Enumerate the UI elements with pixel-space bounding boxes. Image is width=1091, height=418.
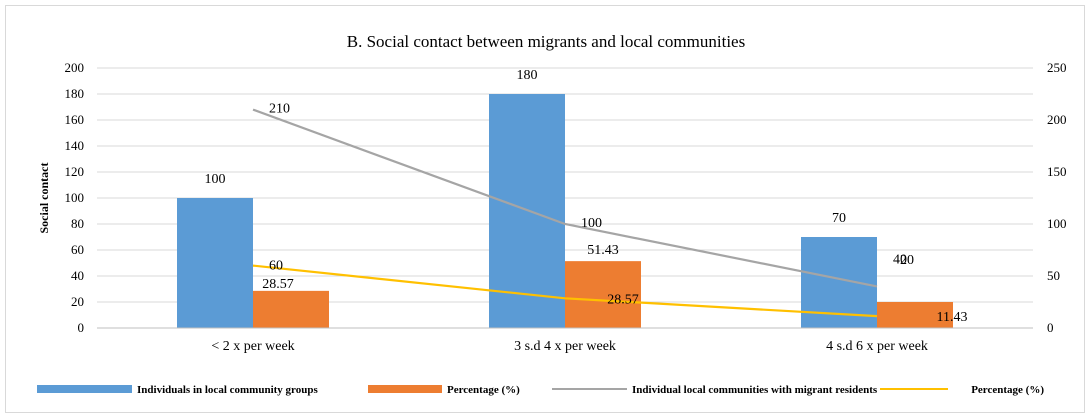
series-line [252,264,878,318]
y-axis-label: Social contact [37,163,51,234]
data-label: 180 [517,68,538,83]
x-tick-label: < 2 x per week [211,339,294,354]
legend-label: Individuals in local community groups [137,384,318,396]
y-tick-label: 200 [65,60,85,75]
y-tick-label: 180 [65,86,85,101]
y-tick-label: 100 [65,190,85,205]
y-tick-label: 0 [78,320,85,335]
y-tick-label: 60 [71,242,84,257]
bar [565,261,641,328]
x-tick-label: 3 s.d 4 x per week [514,339,616,354]
data-label: 100 [581,216,602,231]
bars-group [177,94,953,328]
legend-swatch [368,385,442,393]
legend-label: Percentage (%) [447,384,520,396]
series-line [252,108,878,288]
y2-tick-label: 200 [1047,112,1067,127]
y-tick-label: 160 [65,112,85,127]
data-label: 28.57 [607,292,639,307]
y2-tick-label: 150 [1047,164,1067,179]
data-label: 210 [269,102,290,117]
bar [177,198,253,328]
legend-label: Percentage (%) [971,384,1044,396]
data-label: 11.43 [937,310,968,325]
bar [253,290,329,328]
y2-tick-label: 50 [1047,268,1060,283]
y2-tick-label: 100 [1047,216,1067,231]
legend-label: Individual local communities with migran… [632,384,878,396]
data-label: 51.43 [587,243,619,258]
data-label: 20 [900,253,914,268]
legend: Individuals in local community groups Per… [37,384,1044,396]
y-tick-label: 120 [65,164,85,179]
bar [877,302,953,328]
chart-title: B. Social contact between migrants and l… [347,32,745,51]
x-tick-label: 4 s.d 6 x per week [826,339,928,354]
y2-tick-label: 250 [1047,60,1067,75]
y-tick-label: 140 [65,138,85,153]
axes-group: 0204060801001201401601802000501001502002… [65,60,1067,354]
y-tick-label: 20 [71,294,84,309]
data-label: 60 [269,259,283,274]
data-label: 28.57 [262,277,294,292]
data-labels-group: 100 180 70 28.57 51.43 20 210 100 40 60 28.57 11.43 [205,68,968,325]
data-label: 100 [205,172,226,187]
y-tick-label: 80 [71,216,84,231]
y2-tick-label: 0 [1047,320,1054,335]
legend-swatch [37,385,132,393]
data-label: 40 [893,252,907,267]
lines-group [252,108,878,318]
y-tick-label: 40 [71,268,84,283]
data-label: 70 [832,211,846,226]
